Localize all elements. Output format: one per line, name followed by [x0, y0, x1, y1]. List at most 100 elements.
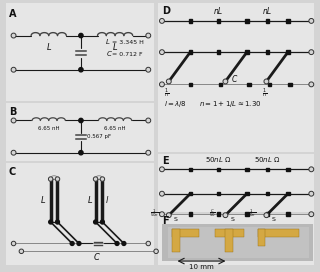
Circle shape	[146, 67, 151, 72]
Bar	[245, 192, 249, 195]
Bar	[6, 103, 154, 162]
Bar	[188, 19, 192, 23]
Bar	[245, 19, 249, 23]
Bar	[158, 3, 314, 152]
Bar	[286, 212, 290, 216]
Circle shape	[309, 82, 314, 87]
Text: C: C	[94, 253, 100, 262]
Circle shape	[309, 50, 314, 55]
Circle shape	[309, 212, 314, 217]
Bar	[286, 192, 290, 195]
Bar	[6, 3, 154, 101]
Bar	[217, 192, 220, 195]
Bar	[217, 50, 220, 54]
Text: E: E	[162, 156, 169, 166]
Circle shape	[11, 67, 16, 72]
Circle shape	[70, 242, 74, 245]
Bar	[245, 212, 249, 216]
Text: 10 mm: 10 mm	[188, 264, 213, 270]
Text: L: L	[106, 39, 110, 45]
Circle shape	[146, 150, 151, 155]
Text: C: C	[9, 167, 16, 177]
Text: = 0.712 F: = 0.712 F	[112, 52, 143, 57]
Text: L: L	[113, 43, 117, 52]
Circle shape	[55, 177, 60, 181]
Bar	[158, 214, 314, 265]
Bar	[266, 192, 269, 195]
Bar	[188, 192, 192, 195]
Circle shape	[11, 150, 16, 155]
Circle shape	[146, 33, 151, 38]
Circle shape	[159, 167, 164, 172]
Bar	[247, 83, 251, 86]
Bar	[266, 212, 269, 216]
Circle shape	[79, 67, 83, 72]
Circle shape	[223, 213, 228, 218]
Circle shape	[146, 118, 151, 123]
Circle shape	[79, 151, 83, 155]
Circle shape	[159, 212, 164, 217]
Circle shape	[309, 167, 314, 172]
Circle shape	[11, 33, 16, 38]
Bar	[286, 19, 290, 23]
Circle shape	[11, 118, 16, 123]
Circle shape	[115, 242, 119, 245]
Bar	[162, 224, 313, 261]
Bar	[6, 163, 154, 265]
Text: nL: nL	[214, 7, 223, 16]
Bar	[288, 83, 292, 86]
Text: S: S	[174, 217, 178, 222]
Circle shape	[100, 220, 104, 224]
Circle shape	[159, 50, 164, 55]
Circle shape	[19, 249, 24, 254]
Circle shape	[100, 177, 105, 181]
Circle shape	[309, 191, 314, 196]
Bar	[215, 229, 244, 237]
Text: $50nL\ \Omega$: $50nL\ \Omega$	[205, 155, 232, 164]
Circle shape	[159, 82, 164, 87]
Bar	[266, 50, 269, 54]
Text: D: D	[162, 6, 170, 16]
Circle shape	[166, 79, 171, 84]
Bar	[158, 154, 314, 212]
Bar	[217, 168, 220, 171]
Circle shape	[309, 18, 314, 23]
Circle shape	[154, 249, 158, 254]
Bar	[225, 229, 233, 252]
Bar	[286, 168, 290, 171]
Text: l: l	[105, 196, 108, 205]
Text: 6.65 nH: 6.65 nH	[38, 126, 60, 131]
Circle shape	[93, 177, 98, 181]
Text: C: C	[106, 51, 111, 57]
Circle shape	[56, 220, 60, 224]
Circle shape	[264, 213, 269, 218]
Bar	[245, 50, 249, 54]
Text: C: C	[231, 75, 236, 84]
Bar	[245, 168, 249, 171]
Text: S: S	[271, 217, 275, 222]
Text: 0.567 pF: 0.567 pF	[87, 134, 111, 139]
Circle shape	[94, 220, 98, 224]
Circle shape	[159, 191, 164, 196]
Text: $\frac{C}{50}$: $\frac{C}{50}$	[209, 207, 216, 219]
Circle shape	[79, 118, 83, 123]
Circle shape	[159, 18, 164, 23]
Circle shape	[77, 242, 81, 245]
Bar	[219, 83, 222, 86]
Bar	[168, 227, 309, 258]
Text: $\frac{1}{50n}$: $\frac{1}{50n}$	[247, 207, 257, 219]
Text: L: L	[46, 43, 51, 52]
Text: $\frac{1}{n}$: $\frac{1}{n}$	[164, 86, 169, 100]
Bar	[188, 50, 192, 54]
Text: B: B	[9, 107, 16, 117]
Text: A: A	[9, 9, 16, 19]
Circle shape	[166, 213, 171, 218]
Text: $l=\lambda/8$: $l=\lambda/8$	[164, 99, 187, 109]
Text: nL: nL	[263, 7, 272, 16]
Text: $n=1+1/L\approx 1.30$: $n=1+1/L\approx 1.30$	[199, 99, 261, 109]
Text: $50nL\ \Omega$: $50nL\ \Omega$	[254, 155, 281, 164]
Text: L: L	[41, 196, 46, 205]
Circle shape	[146, 241, 150, 246]
Circle shape	[11, 241, 16, 246]
Bar	[266, 19, 269, 23]
